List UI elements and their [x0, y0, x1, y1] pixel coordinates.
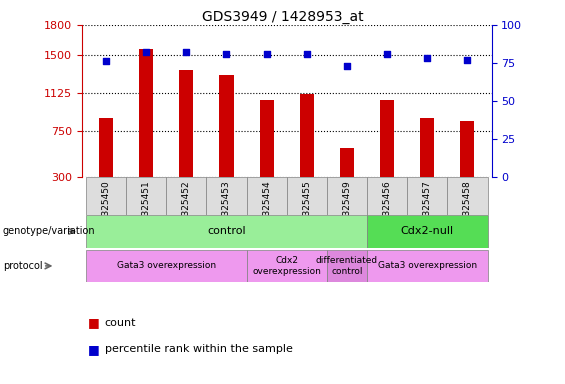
Point: [342, 63, 351, 69]
Point: [423, 55, 432, 61]
Bar: [380, 100, 394, 177]
Bar: [246, 250, 327, 282]
Bar: [139, 49, 153, 177]
Bar: [166, 177, 206, 215]
Bar: [86, 177, 126, 215]
Text: GSM325459: GSM325459: [342, 180, 351, 235]
Text: GSM325458: GSM325458: [463, 180, 472, 235]
Text: count: count: [105, 318, 136, 328]
Point: [262, 51, 271, 57]
Text: Cdx2
overexpression: Cdx2 overexpression: [253, 256, 321, 276]
Point: [142, 49, 151, 55]
Bar: [86, 215, 367, 248]
Bar: [407, 177, 447, 215]
Bar: [327, 250, 367, 282]
Text: GSM325452: GSM325452: [182, 180, 191, 235]
Bar: [86, 250, 246, 282]
Text: genotype/variation: genotype/variation: [3, 226, 95, 237]
Bar: [219, 74, 233, 177]
Text: GSM325453: GSM325453: [222, 180, 231, 235]
Text: ■: ■: [88, 343, 99, 356]
Bar: [367, 215, 488, 248]
Text: Cdx2-null: Cdx2-null: [401, 226, 454, 237]
Text: GDS3949 / 1428953_at: GDS3949 / 1428953_at: [202, 10, 363, 23]
Text: protocol: protocol: [3, 261, 42, 271]
Point: [302, 51, 311, 57]
Point: [463, 57, 472, 63]
Bar: [420, 119, 434, 177]
Bar: [206, 177, 246, 215]
Text: GSM325454: GSM325454: [262, 180, 271, 235]
Bar: [460, 121, 475, 177]
Point: [222, 51, 231, 57]
Bar: [340, 148, 354, 177]
Text: differentiated
control: differentiated control: [316, 256, 378, 276]
Point: [102, 58, 111, 65]
Bar: [300, 94, 314, 177]
Text: GSM325457: GSM325457: [423, 180, 432, 235]
Bar: [126, 177, 166, 215]
Text: Gata3 overexpression: Gata3 overexpression: [117, 262, 216, 270]
Bar: [367, 177, 407, 215]
Bar: [327, 177, 367, 215]
Bar: [246, 177, 287, 215]
Bar: [367, 250, 488, 282]
Bar: [99, 119, 113, 177]
Text: GSM325456: GSM325456: [383, 180, 392, 235]
Point: [383, 51, 392, 57]
Text: control: control: [207, 226, 246, 237]
Text: percentile rank within the sample: percentile rank within the sample: [105, 344, 293, 354]
Bar: [179, 71, 193, 177]
Text: ■: ■: [88, 316, 99, 329]
Text: GSM325455: GSM325455: [302, 180, 311, 235]
Bar: [447, 177, 488, 215]
Text: Gata3 overexpression: Gata3 overexpression: [378, 262, 477, 270]
Point: [182, 49, 191, 55]
Bar: [287, 177, 327, 215]
Text: GSM325451: GSM325451: [142, 180, 151, 235]
Text: GSM325450: GSM325450: [102, 180, 111, 235]
Bar: [260, 100, 273, 177]
